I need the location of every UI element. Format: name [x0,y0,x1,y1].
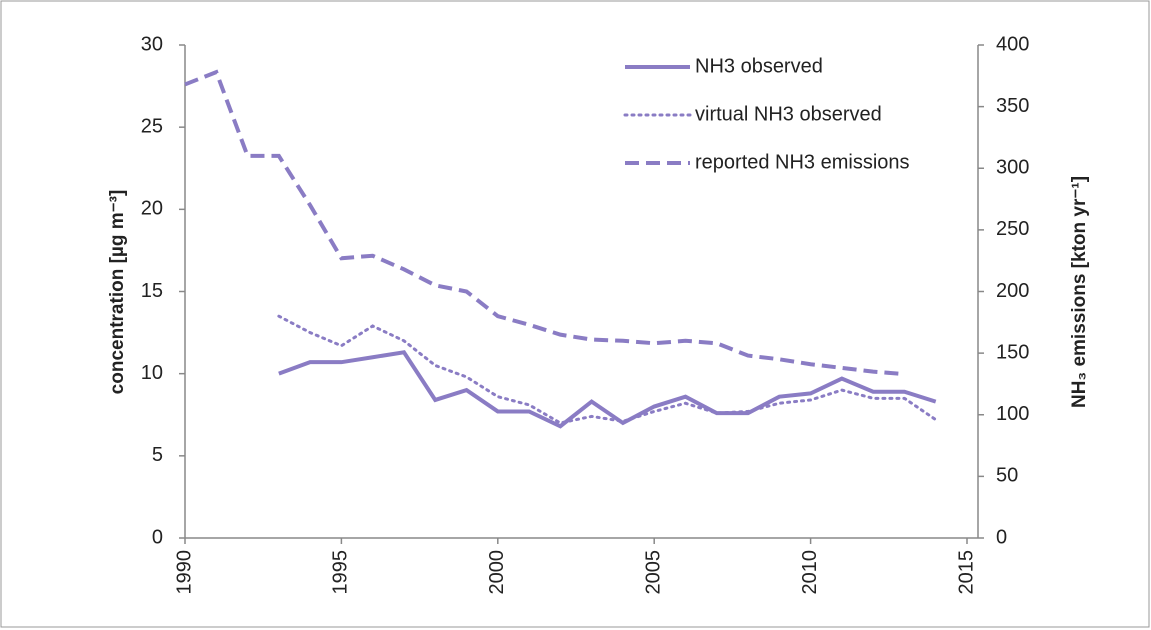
legend-label: NH3 observed [695,55,823,77]
series-line [278,350,937,429]
y2-tick-label: 50 [996,465,1018,487]
series-line [277,314,938,425]
y-tick-label: 0 [152,526,163,548]
y2-tick-label: 250 [996,218,1029,240]
x-tick-label: 2010 [799,550,821,595]
y-tick-label: 15 [141,280,163,302]
y2-tick-label: 100 [996,403,1029,425]
y2-tick-label: 350 [996,95,1029,117]
y2-tick-label: 200 [996,280,1029,302]
y-tick-label: 5 [152,444,163,466]
y2-tick-label: 150 [996,341,1029,363]
y2-tick-label: 400 [996,33,1029,55]
series-line [184,69,905,377]
legend-label: virtual NH3 observed [695,103,882,125]
y2-tick-label: 0 [996,526,1007,548]
y-tick-label: 10 [141,362,163,384]
x-tick-label: 1990 [173,550,195,595]
y2-tick-label: 300 [996,157,1029,179]
y-axis-label: concentration [µg m⁻³] [107,190,128,395]
x-tick-label: 2015 [955,550,977,595]
y2-axis-label: NH₃ emissions [kton yr⁻¹] [1069,176,1090,408]
x-tick-label: 1995 [330,550,352,595]
y-tick-label: 30 [141,33,163,55]
legend-label: reported NH3 emissions [695,151,910,173]
x-tick-label: 2005 [642,550,664,595]
y-tick-label: 20 [141,198,163,220]
y-tick-label: 25 [141,115,163,137]
x-tick-label: 2000 [486,550,508,595]
